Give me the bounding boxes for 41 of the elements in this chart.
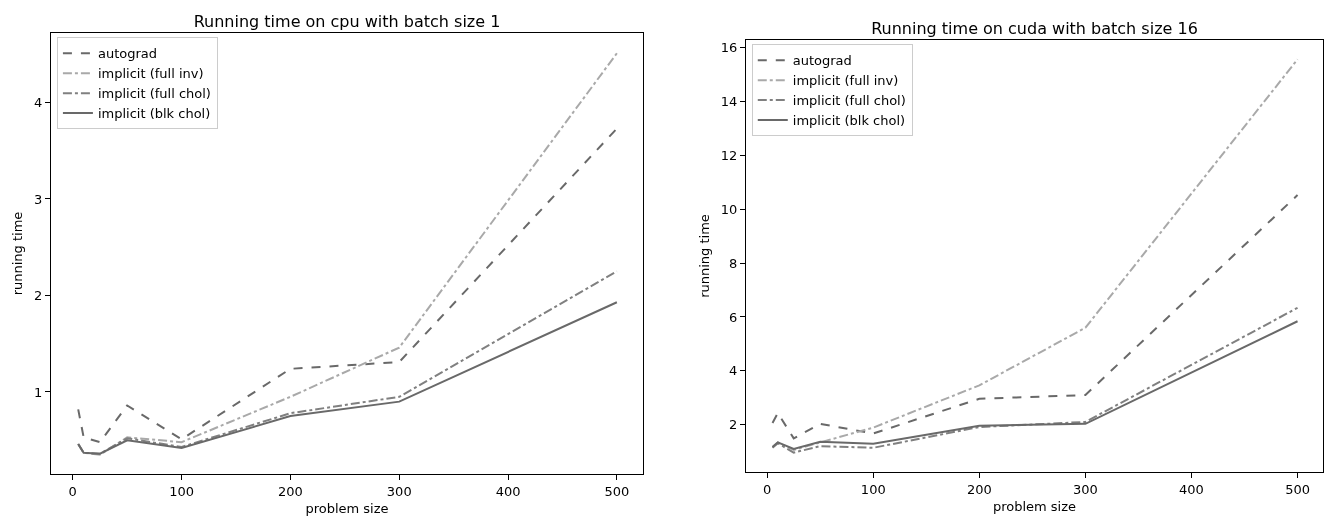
y-tick-label: 3 [34,191,43,207]
y-tick-label: 2 [729,417,738,433]
legend-label: implicit (full chol) [792,93,906,109]
y-tick-label: 16 [720,40,738,56]
x-tick-label: 100 [169,483,194,499]
x-tick-label: 500 [1285,481,1310,497]
x-tick-label: 300 [386,483,412,499]
legend-label: implicit (full inv) [792,73,899,89]
y-tick-label: 12 [720,148,738,164]
line-series [77,301,618,455]
x-tick-label: 400 [495,483,521,499]
legend-label: autograd [792,53,852,69]
y-axis-title: running time [10,211,26,296]
legend-label: implicit (full inv) [97,66,204,82]
x-axis-title: problem size [305,501,389,517]
y-tick-label: 1 [34,384,43,400]
x-tick-label: 200 [966,481,992,497]
y-tick-label: 6 [729,309,738,325]
y-tick-label: 4 [34,95,43,111]
line-series [771,194,1299,440]
x-axis-title: problem size [992,499,1077,515]
legend-label: implicit (blk chol) [97,106,211,122]
y-axis-title: running time [696,214,712,298]
x-tick-label: 400 [1179,481,1204,497]
x-tick-label: 300 [1073,481,1098,497]
x-tick-label: 500 [604,483,630,499]
legend-label: implicit (blk chol) [792,113,906,129]
chart-title: Running time on cpu with batch size 1 [193,12,501,31]
x-tick-label: 100 [860,481,886,497]
y-tick-label: 2 [34,288,43,304]
y-tick-label: 8 [729,255,738,271]
x-tick-label: 0 [763,481,772,497]
y-tick-label: 14 [720,94,738,110]
y-tick-label: 4 [729,363,738,379]
legend-label: implicit (full chol) [97,86,211,102]
x-tick-label: 200 [278,483,303,499]
chart-title: Running time on cuda with batch size 16 [871,19,1198,38]
line-series [77,127,618,444]
legend-label: autograd [97,46,157,62]
y-tick-label: 10 [720,201,738,217]
x-tick-label: 0 [68,483,77,499]
